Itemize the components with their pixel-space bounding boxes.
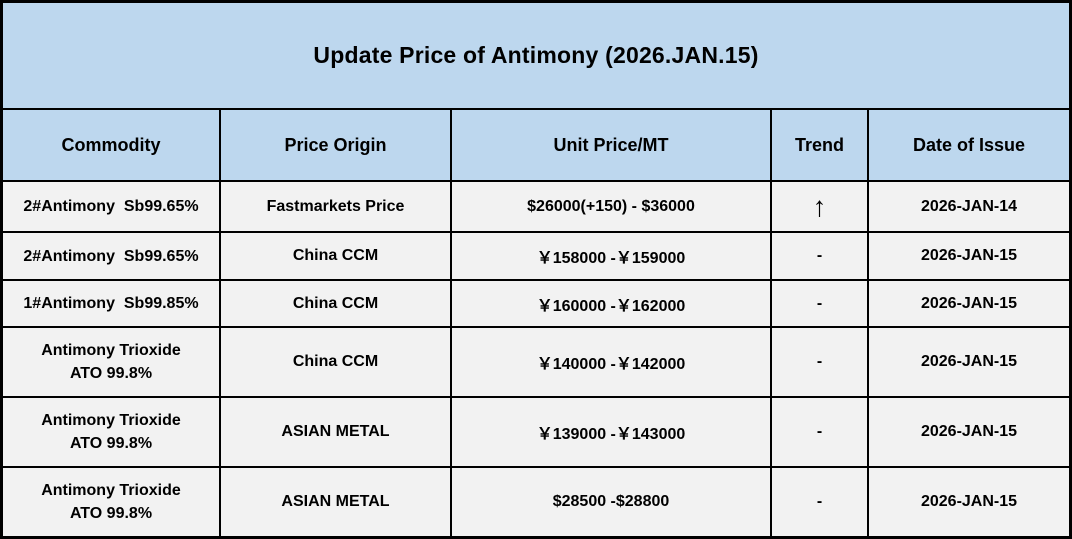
unit-price-cell: ￥160000 -￥162000: [452, 280, 772, 327]
header-commodity-label: Commodity: [61, 134, 161, 155]
table-row: 1#Antimony Sb99.85% China CCM ￥160000 -￥…: [3, 280, 1069, 329]
commodity-value: Antimony Trioxide ATO 99.8%: [41, 412, 181, 453]
price-origin-cell: China CCM: [221, 280, 452, 327]
date-cell: 2026-JAN-15: [869, 468, 1069, 536]
table-row: Antimony Trioxide ATO 99.8% ASIAN METAL …: [3, 468, 1069, 537]
trend-flat-dash: -: [816, 247, 823, 265]
commodity-value: 2#Antimony Sb99.65%: [23, 198, 199, 216]
header-trend: Trend: [772, 110, 869, 180]
date-cell: 2026-JAN-15: [869, 233, 1069, 278]
price-origin-value: Fastmarkets Price: [266, 197, 405, 215]
price-origin-cell: ASIAN METAL: [221, 398, 452, 467]
price-origin-value: ASIAN METAL: [281, 423, 390, 441]
header-date-of-issue: Date of Issue: [869, 110, 1069, 180]
unit-price-cell: ￥139000 -￥143000: [452, 398, 772, 467]
price-origin-value: China CCM: [292, 353, 379, 371]
trend-flat-dash: -: [816, 493, 823, 511]
trend-flat-dash: -: [816, 423, 823, 441]
commodity-value: Antimony Trioxide ATO 99.8%: [41, 342, 181, 383]
trend-cell: -: [772, 398, 869, 467]
commodity-cell: Antimony Trioxide ATO 99.8%: [3, 468, 221, 537]
date-cell: 2026-JAN-14: [869, 182, 1069, 231]
commodity-value: 2#Antimony Sb99.65%: [23, 247, 199, 265]
header-unit-price-label: Unit Price/MT: [553, 134, 669, 155]
unit-price-cell: ￥158000 -￥159000: [452, 233, 772, 279]
table-title: Update Price of Antimony (2026.JAN.15): [3, 3, 1069, 110]
unit-price-cell: $26000(+150) - $36000: [452, 182, 772, 232]
unit-price-value: $26000(+150) - $36000: [527, 197, 695, 215]
price-origin-value: ASIAN METAL: [281, 493, 390, 511]
table-row: Antimony Trioxide ATO 99.8% ASIAN METAL …: [3, 398, 1069, 469]
commodity-cell: 2#Antimony Sb99.65%: [3, 233, 221, 279]
header-trend-label: Trend: [794, 134, 844, 155]
table-row: 2#Antimony Sb99.65% Fastmarkets Price $2…: [3, 182, 1069, 234]
date-value: 2026-JAN-15: [920, 423, 1018, 441]
date-cell: 2026-JAN-15: [869, 328, 1069, 396]
price-origin-value: China CCM: [292, 294, 379, 312]
header-date-of-issue-label: Date of Issue: [912, 134, 1026, 155]
header-row: Commodity Price Origin Unit Price/MT Tre…: [3, 110, 1069, 182]
header-commodity: Commodity: [3, 110, 221, 180]
price-origin-cell: ASIAN METAL: [221, 468, 452, 537]
table-row: 2#Antimony Sb99.65% China CCM ￥158000 -￥…: [3, 233, 1069, 281]
date-cell: 2026-JAN-15: [869, 398, 1069, 466]
trend-cell: -: [772, 328, 869, 397]
date-cell: 2026-JAN-15: [869, 281, 1069, 326]
header-price-origin-label: Price Origin: [284, 134, 387, 155]
table-row: Antimony Trioxide ATO 99.8% China CCM ￥1…: [3, 328, 1069, 399]
trend-cell: ↑: [772, 182, 869, 232]
header-price-origin: Price Origin: [221, 110, 452, 180]
unit-price-value: ￥158000 -￥159000: [536, 250, 686, 268]
unit-price-value: ￥140000 -￥142000: [536, 356, 686, 374]
commodity-value: Antimony Trioxide ATO 99.8%: [41, 481, 181, 523]
date-value: 2026-JAN-15: [920, 294, 1018, 312]
price-origin-cell: China CCM: [221, 233, 452, 279]
commodity-cell: Antimony Trioxide ATO 99.8%: [3, 328, 221, 397]
trend-cell: -: [772, 468, 869, 537]
trend-flat-dash: -: [816, 294, 823, 312]
date-value: 2026-JAN-15: [920, 493, 1018, 511]
price-origin-cell: Fastmarkets Price: [221, 182, 452, 232]
unit-price-value: $28500 -$28800: [552, 493, 670, 511]
unit-price-cell: ￥140000 -￥142000: [452, 328, 772, 397]
date-value: 2026-JAN-15: [920, 247, 1018, 265]
date-value: 2026-JAN-14: [920, 197, 1018, 215]
commodity-cell: 2#Antimony Sb99.65%: [3, 182, 221, 232]
trend-up-icon: ↑: [812, 190, 827, 222]
price-origin-value: China CCM: [292, 247, 379, 265]
unit-price-cell: $28500 -$28800: [452, 468, 772, 537]
table-title-text: Update Price of Antimony (2026.JAN.15): [313, 42, 759, 68]
unit-price-value: ￥160000 -￥162000: [536, 297, 686, 315]
trend-flat-dash: -: [816, 353, 823, 371]
date-value: 2026-JAN-15: [920, 353, 1018, 371]
trend-cell: -: [772, 233, 869, 279]
commodity-value: 1#Antimony Sb99.85%: [23, 295, 199, 313]
trend-cell: -: [772, 280, 869, 327]
header-unit-price: Unit Price/MT: [452, 110, 772, 180]
commodity-cell: Antimony Trioxide ATO 99.8%: [3, 398, 221, 467]
price-origin-cell: China CCM: [221, 328, 452, 397]
commodity-cell: 1#Antimony Sb99.85%: [3, 280, 221, 327]
unit-price-value: ￥139000 -￥143000: [536, 426, 686, 444]
